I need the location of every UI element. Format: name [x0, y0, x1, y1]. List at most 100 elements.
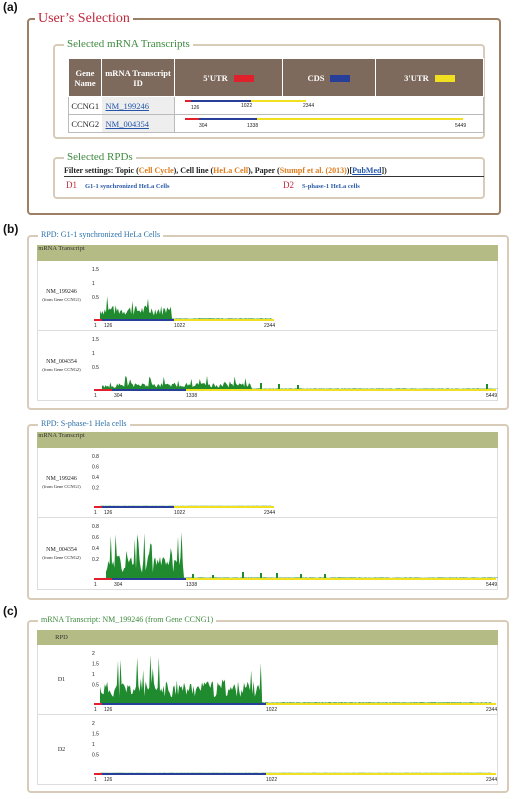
panel-letter-a: (a): [3, 0, 18, 14]
x-tick-label: 2344: [264, 323, 275, 329]
y-tick-label: 0.5: [92, 753, 99, 759]
y-tick-label: 0.2: [92, 486, 99, 492]
y-tick-label: 1.5: [92, 337, 99, 343]
rpd-id-d1[interactable]: D1: [57, 677, 66, 683]
gene-note: (from Gene CCNG1): [42, 484, 81, 489]
utr3-header: 3'UTR: [374, 58, 485, 97]
utr5-bar: [94, 578, 112, 580]
cds-bar: [102, 319, 174, 321]
gene-name-header: Gene Name: [68, 58, 102, 97]
y-tick-label: 2: [92, 651, 95, 657]
panel-letter-c: (c): [3, 604, 18, 618]
transcript-link[interactable]: NM_004354: [105, 118, 149, 129]
y-tick-label: 0.6: [92, 535, 99, 541]
transcript-id[interactable]: NM_004354: [46, 359, 77, 365]
rpd-g1-header-bar: [86, 245, 498, 261]
y-tick-label: 0.4: [92, 475, 99, 481]
gene-note: (from Gene CCNG1): [42, 297, 81, 302]
y-tick-label: 1: [92, 742, 95, 748]
row-label: NM_199246 (from Gene CCNG1): [37, 475, 86, 491]
track-s-ccng2: 0.8 0.6 0.4 0.2 1 304 1338 5449: [92, 524, 498, 588]
utr3-bar: [186, 578, 496, 580]
transcript-id[interactable]: NM_199246: [46, 476, 77, 482]
y-tick-label: 1.5: [92, 662, 99, 668]
y-tick-label: 0.2: [92, 557, 99, 563]
x-tick-label: 1: [94, 707, 97, 713]
x-tick-label: 1022: [174, 510, 185, 516]
cds-bar: [112, 389, 186, 391]
gene-note: (from Gene CCNG2): [42, 367, 81, 372]
rpd-id-d2[interactable]: D2: [57, 747, 66, 753]
x-tick-label: 1338: [186, 582, 197, 588]
x-tick-label: 1: [94, 510, 97, 516]
gene-cell: CCNG1: [68, 96, 102, 115]
rpd-s-row-1: [37, 448, 498, 518]
selected-rpds-box: [53, 157, 485, 199]
transcript-panel-title: mRNA Transcript: NM_199246 (from Gene CC…: [38, 614, 217, 626]
utr5-bar: [185, 100, 191, 102]
x-tick-label: 126: [104, 777, 113, 783]
coverage-area: [100, 654, 492, 703]
transcript-bar-cell: 304 1338 5449: [174, 114, 484, 133]
utr5-bar: [94, 703, 102, 705]
y-tick-label: 1: [92, 351, 95, 357]
rpd-d1-label: G1-1 synchronized HeLa Cells: [85, 183, 170, 190]
row-label: NM_004354 (from Gene CCNG2): [37, 358, 86, 374]
tick-label: 5449: [455, 123, 466, 129]
transcripts-table: Gene Name mRNA Transcript ID 5'UTR CDS 3…: [68, 58, 485, 133]
cds-bar: [199, 118, 257, 120]
row-label: NM_199246 (from Gene CCNG1): [37, 288, 86, 304]
x-tick-label: 1338: [186, 393, 197, 399]
coverage-spike: [260, 573, 262, 578]
transcript-row-d1: [37, 645, 498, 715]
utr3-bar: [186, 389, 496, 391]
y-tick-label: 0.4: [92, 546, 99, 552]
pubmed-link[interactable]: PubMed: [352, 166, 382, 175]
utr5-bar: [94, 389, 112, 391]
track-c-d2: 2 1.5 1 0.5 1 126 1022 2344: [92, 721, 497, 783]
cell-line-value[interactable]: HeLa Cell: [213, 166, 249, 175]
x-tick-label: 2344: [486, 707, 497, 713]
x-tick-label: 1022: [266, 777, 277, 783]
transcript-row-d2: [37, 715, 498, 785]
x-tick-label: 5449: [486, 582, 497, 588]
selected-rpds-title: Selected RPDs: [64, 151, 136, 163]
utr3-bar: [174, 319, 274, 321]
utr5-bar: [185, 118, 199, 120]
transcript-id[interactable]: NM_004354: [46, 547, 77, 553]
paper-value[interactable]: Stumpf et al. (2013): [279, 166, 347, 175]
rpd-s-header-bar: [86, 432, 498, 448]
table-row: CCNG2 NM_004354 304 1338 5449: [68, 114, 484, 133]
rpd-header-bar: [86, 630, 498, 645]
transcript-id[interactable]: NM_199246: [46, 289, 77, 295]
x-tick-label: 304: [114, 582, 123, 588]
rpd-g1-box: [27, 235, 509, 410]
x-tick-label: 126: [104, 323, 113, 329]
y-tick-label: 0.8: [92, 454, 99, 460]
utr3-swatch: [434, 75, 455, 83]
users-selection-title: User’s Selection: [35, 11, 133, 26]
cds-bar: [112, 578, 186, 580]
rpd-d2[interactable]: D2 S-phase-1 HeLa cells: [283, 180, 360, 190]
filter-settings: Filter settings: Topic (Cell Cycle), Cel…: [64, 166, 484, 177]
x-tick-label: 1: [94, 393, 97, 399]
cds-swatch: [330, 75, 351, 83]
cds-bar: [191, 100, 251, 102]
coverage-spike: [276, 573, 278, 578]
utr3-bar: [266, 773, 496, 775]
coverage-area: [106, 531, 498, 578]
gene-cell: CCNG2: [68, 114, 102, 133]
topic-value[interactable]: Cell Cycle: [138, 166, 174, 175]
rpd-g1-title: RPD: G1-1 synchronized HeLa Cells: [38, 229, 164, 241]
tick-label: 126: [191, 105, 200, 111]
coverage-spike: [486, 384, 488, 389]
rpd-g1-header-label: mRNA Transcript: [37, 245, 86, 261]
rpd-d1[interactable]: D1 G1-1 synchronized HeLa Cells: [66, 180, 170, 190]
coverage-spike: [300, 574, 302, 578]
coverage-spike: [192, 574, 194, 578]
transcript-link[interactable]: NM_199246: [105, 100, 149, 111]
transcript-id-header: mRNA Transcript ID: [101, 58, 175, 97]
rpd-d2-label: S-phase-1 HeLa cells: [302, 183, 360, 190]
rpd-g1-row-2: [37, 331, 498, 401]
coverage-area: [100, 296, 272, 319]
